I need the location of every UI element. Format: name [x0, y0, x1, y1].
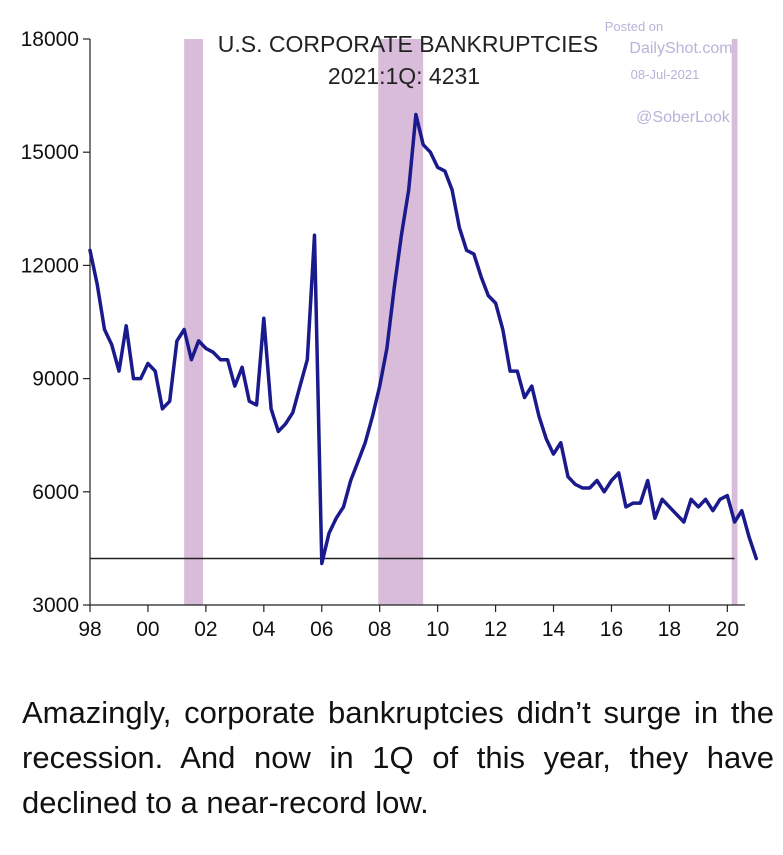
y-tick-label: 9000	[32, 368, 79, 391]
x-tick-label: 04	[252, 618, 276, 641]
series-line-bankruptcies	[88, 112, 759, 566]
axes: 3000 6000 9000 12000 15000 18000 98 00 02 04 06 08 1…	[21, 28, 745, 641]
chart-subtitle: 2021:1Q: 4231	[328, 63, 480, 89]
y-tick-label: 12000	[21, 254, 79, 277]
y-tick-label: 3000	[32, 594, 79, 617]
x-tick-label: 06	[310, 618, 333, 641]
caption-text: Amazingly, corporate bankruptcies didn’t…	[22, 695, 774, 820]
x-tick-label: 16	[600, 618, 623, 641]
y-tick-label: 6000	[32, 481, 79, 504]
recession-band-1	[184, 39, 203, 605]
watermark-date: 08-Jul-2021	[631, 67, 700, 82]
watermark: Posted on DailyShot.com 08-Jul-2021 @Sob…	[605, 19, 733, 126]
bankruptcies-chart: 3000 6000 9000 12000 15000 18000 98 00 02 04 06 08 1…	[21, 19, 759, 641]
x-tick-label: 02	[194, 618, 217, 641]
x-tick-label: 00	[136, 618, 159, 641]
x-tick-label: 12	[484, 618, 507, 641]
x-tick-label: 14	[542, 618, 566, 641]
recession-band-3	[731, 39, 738, 605]
y-tick-label: 15000	[21, 141, 79, 164]
x-tick-label: 08	[368, 618, 391, 641]
y-tick-label: 18000	[21, 28, 79, 51]
watermark-handle: @SoberLook	[636, 109, 731, 126]
x-tick-label: 20	[716, 618, 739, 641]
x-tick-label: 10	[426, 618, 449, 641]
chart-title: U.S. CORPORATE BANKRUPTCIES	[218, 31, 598, 57]
x-tick-label: 98	[78, 618, 101, 641]
watermark-site: DailyShot.com	[629, 40, 732, 57]
watermark-posted-on: Posted on	[605, 19, 664, 34]
x-tick-label: 18	[658, 618, 681, 641]
